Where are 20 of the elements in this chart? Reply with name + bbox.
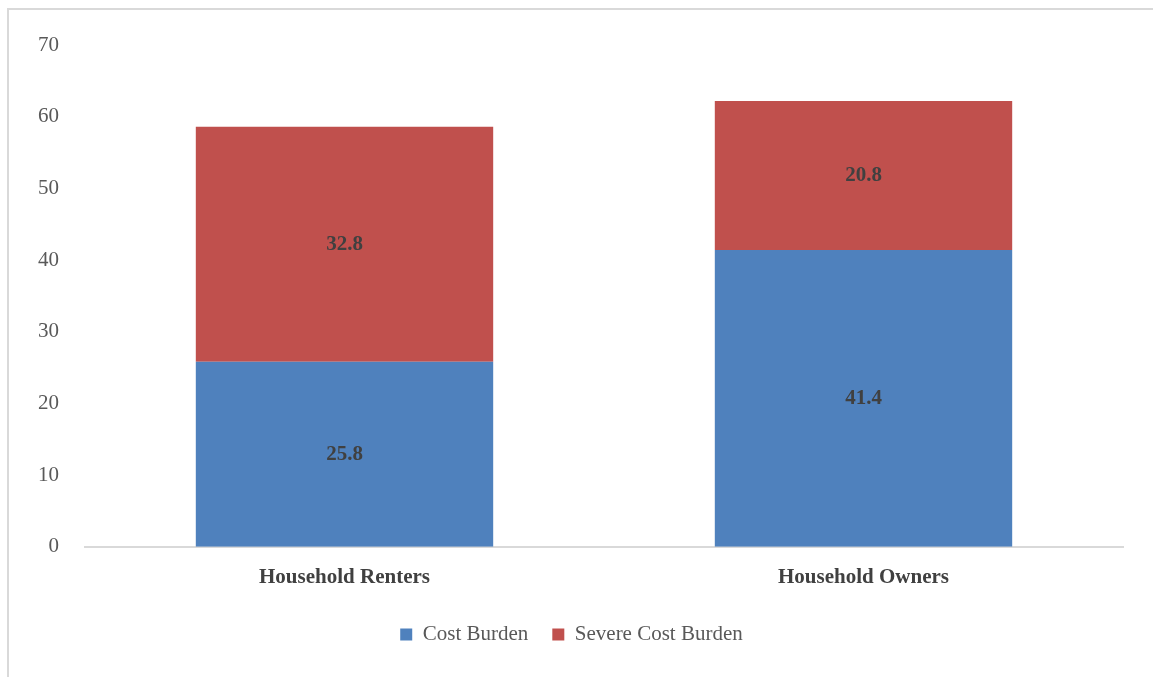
y-tick-label: 50 xyxy=(38,174,59,199)
y-tick-label: 70 xyxy=(38,31,59,56)
y-tick-label: 10 xyxy=(38,461,59,486)
legend-label: Cost Burden xyxy=(422,621,529,646)
data-label: 25.8 xyxy=(326,440,363,465)
y-tick-label: 30 xyxy=(38,318,59,343)
bar xyxy=(195,126,494,362)
data-label: 32.8 xyxy=(326,230,363,255)
y-tick-label: 40 xyxy=(38,246,59,271)
bar xyxy=(714,250,1013,547)
x-tick-label: Household Owners xyxy=(778,563,949,588)
y-tick-label: 20 xyxy=(38,389,59,414)
data-label: 41.4 xyxy=(845,384,883,409)
bar xyxy=(195,361,494,547)
x-tick-label: Household Renters xyxy=(259,563,430,588)
y-tick-label: 60 xyxy=(38,103,59,128)
data-label: 20.8 xyxy=(845,161,882,186)
legend-label: Severe Cost Burden xyxy=(574,621,744,646)
y-tick-label: 0 xyxy=(48,533,59,558)
bar xyxy=(714,100,1013,251)
